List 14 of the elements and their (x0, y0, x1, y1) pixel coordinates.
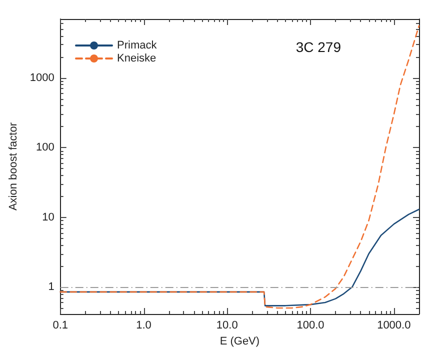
y-tick-label: 1000 (30, 72, 54, 84)
x-axis-title: E (GeV) (220, 335, 260, 348)
x-tick-label: 1.0 (136, 320, 152, 332)
x-tick-label: 1000.0 (377, 320, 411, 332)
annotation: 3C 279 (296, 39, 342, 55)
x-tick-label: 100.0 (296, 320, 324, 332)
legend-label: Kneiske (117, 52, 156, 64)
y-tick-label: 100 (36, 142, 54, 154)
y-axis-title: Axion boost factor (8, 122, 20, 211)
y-tick-label: 1 (48, 281, 54, 294)
y-tick-label: 10 (42, 211, 54, 224)
x-tick-label: 0.1 (52, 320, 68, 332)
legend-label: Primack (117, 40, 158, 52)
x-tick-label: 10.0 (216, 320, 238, 332)
